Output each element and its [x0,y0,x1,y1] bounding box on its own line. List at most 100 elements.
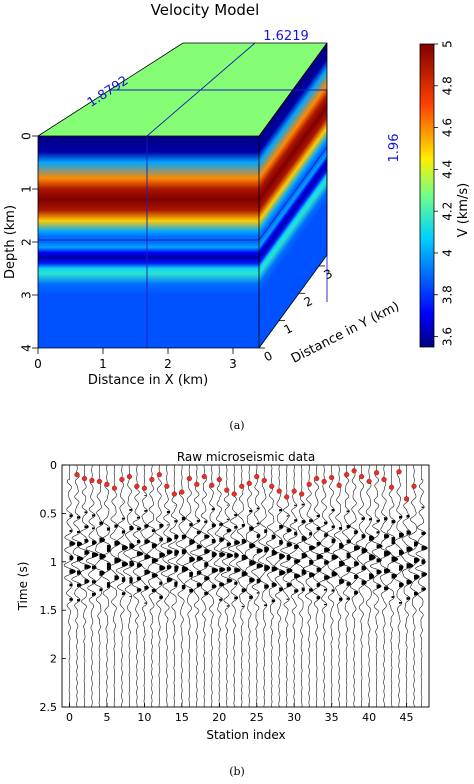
colorbar-tick-label: 3.6 [441,327,455,346]
arrival-pick [321,478,327,485]
arrival-pick [381,476,387,483]
seismic-trace [258,465,271,707]
arrival-pick [186,475,192,482]
seismic-trace [115,465,129,707]
arrival-pick [119,476,125,483]
seismic-trace [100,465,111,707]
arrival-pick [403,496,410,502]
trace-fill [136,516,144,592]
arrival-pick [141,485,147,491]
cube-edges [37,42,328,349]
cube-side-face [259,42,327,348]
arrival-pick [89,477,95,484]
arrival-pick [388,484,395,490]
seismic-trace [407,465,420,707]
trace-fill [271,534,278,603]
trace-fill [376,519,383,589]
trace-fill [211,508,218,589]
trace-fill [181,516,189,590]
caption-b: (b) [229,765,245,778]
trace-fill [279,509,286,592]
station-tick-label: 5 [103,711,110,724]
arrival-pick [254,474,260,480]
y-distance-tick-label: 1 [282,321,295,337]
seismic-trace [251,465,264,707]
trace-fill [391,520,398,599]
depth-tick-label: 2 [20,238,34,246]
time-tick-label: 0.5 [40,507,58,520]
plot-frame [61,464,430,708]
arrival-pick [111,485,118,491]
seismic-trace [167,465,180,707]
trace-fill [369,518,376,580]
trace-fill [256,507,263,594]
trace-fill [354,530,360,595]
trace-fill [226,504,233,607]
seismic-trace [370,465,383,707]
station-tick-label: 15 [175,711,189,724]
trace-fill [309,519,316,592]
x-distance-axis: 0 1 2 3 [34,348,237,371]
trace-fill [241,524,248,608]
arrival-pick [411,483,417,489]
arrival-pick [156,472,162,478]
colorbar-tick-label: 3.8 [441,285,455,304]
depth-tick-label: 4 [20,344,34,352]
station-tick-label: 35 [325,711,339,724]
arrival-pick [396,469,402,475]
trace-fill [346,510,351,601]
station-tick-label: 0 [66,711,73,724]
seismic-trace [63,465,76,707]
seismic-trace [236,465,248,707]
trace-fill [219,523,226,601]
depth-axis: 0 1 2 3 4 [20,132,38,352]
arrival-pick [358,474,365,480]
station-tick-label: 25 [250,711,264,724]
seismic-trace [310,465,324,707]
velocity-model-figure: Velocity Model 1.8792 1.6219 1.96 01234 … [3,1,471,388]
y-distance-axis-label: Distance in Y (km) [289,299,402,367]
trace-fill [316,514,323,600]
seismic-trace [332,465,345,707]
arrival-pick [284,494,290,500]
arrival-pick [231,491,237,497]
slice-label-depth: 1.96 [387,134,402,163]
seismic-trace [295,465,308,707]
arrival-pick [373,470,380,476]
trace-fill [294,504,301,593]
seismic-trace [379,465,391,707]
colorbar-axis: 3.6 3.8 4 4.2 4.4 4.6 4.8 5 [434,40,455,346]
arrival-pick [194,481,200,487]
slice-lines [38,42,328,348]
arrival-pick [81,475,88,482]
seismic-trace [245,465,256,707]
colorbar-tick-label: 4.8 [441,76,455,95]
trace-fill [76,516,84,602]
arrival-pick [299,491,305,497]
station-tick-label: 30 [287,711,301,724]
arrival-pick [96,478,103,485]
arrival-pick [179,489,185,495]
trace-fill [384,517,391,591]
seismic-trace [109,465,122,707]
seismic-trace [401,465,414,707]
seismic-trace [392,465,405,707]
depth-axis-label: Depth (km) [3,205,18,279]
slice-label-y: 1.6219 [263,29,309,44]
seismic-trace [175,465,189,707]
colorbar-tick-label: 4.6 [441,118,455,137]
seismic-trace [78,465,91,707]
x-distance-tick-label: 0 [34,357,42,371]
trace-fill [361,517,368,586]
trace-fill [166,510,173,583]
time-tick-label: 2.5 [40,701,58,714]
arrival-pick [239,483,245,489]
seismic-trace [190,465,203,707]
seismic-trace [152,465,166,707]
microseismic-figure: Raw microseismic data 0 5 10 15 20 25 30 35 40 45… [16,450,430,742]
trace-fill [414,541,420,596]
arrival-pick [306,481,312,487]
cube-front-face [38,136,259,348]
seismic-traces [63,465,428,707]
arrival-picks [74,468,417,502]
